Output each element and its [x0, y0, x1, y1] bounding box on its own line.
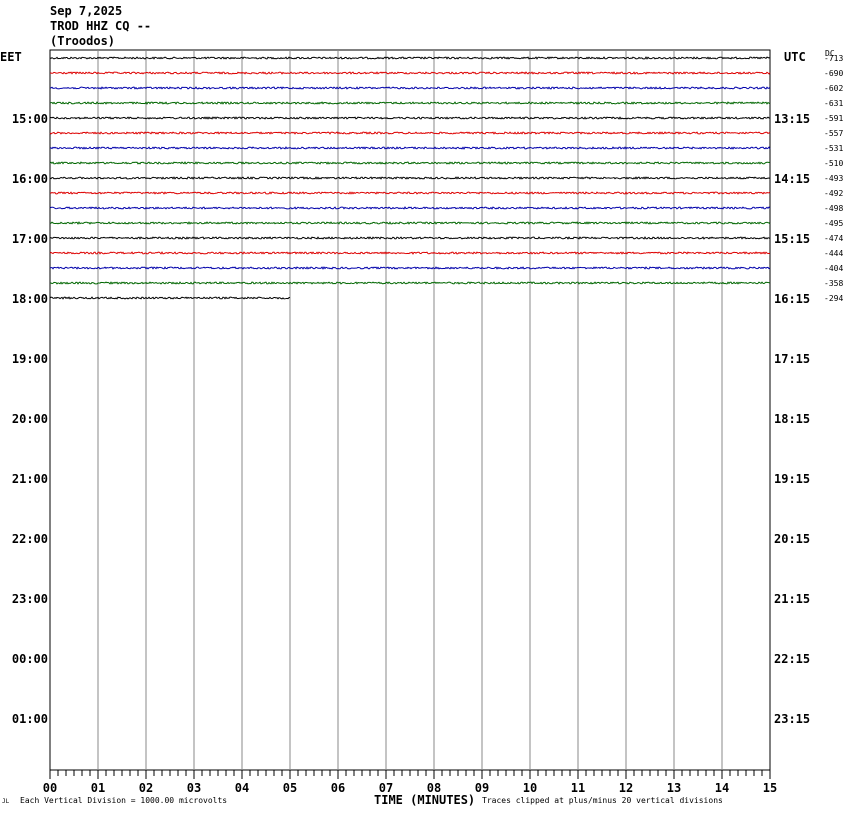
- x-tick-label: 06: [331, 781, 345, 795]
- right-hour-label: 21:15: [774, 592, 810, 606]
- seismic-trace: [49, 101, 771, 105]
- seismic-trace: [49, 251, 771, 255]
- x-tick-label: 13: [667, 781, 681, 795]
- plot-date: Sep 7,2025: [50, 4, 123, 18]
- seismic-trace: [49, 266, 771, 270]
- dc-offset-label: -602: [824, 84, 843, 93]
- left-hour-label: 00:00: [12, 652, 48, 666]
- x-tick-label: 14: [715, 781, 729, 795]
- x-tick-label: 12: [619, 781, 633, 795]
- right-hour-label: 13:15: [774, 112, 810, 126]
- x-tick-label: 15: [763, 781, 777, 795]
- left-hour-label: 21:00: [12, 472, 48, 486]
- seismic-trace: [49, 131, 771, 135]
- seismic-trace: [49, 236, 771, 240]
- x-tick-label: 05: [283, 781, 297, 795]
- x-tick-label: 01: [91, 781, 105, 795]
- left-hour-label: 19:00: [12, 352, 48, 366]
- seismic-trace: [49, 86, 771, 90]
- right-timezone: UTC: [784, 50, 806, 64]
- right-hour-label: 15:15: [774, 232, 810, 246]
- dc-header: DC: [825, 49, 835, 58]
- station-location: (Troodos): [50, 34, 116, 48]
- seismic-trace: [49, 116, 771, 120]
- x-tick-label: 09: [475, 781, 489, 795]
- scale-note: Each Vertical Division = 1000.00 microvo…: [20, 796, 228, 805]
- seismic-trace: [49, 191, 771, 195]
- left-hour-label: 23:00: [12, 592, 48, 606]
- x-tick-label: 03: [187, 781, 201, 795]
- dc-offset-label: -358: [824, 279, 843, 288]
- dc-offset-label: -474: [824, 234, 843, 243]
- right-hour-label: 14:15: [774, 172, 810, 186]
- x-tick-label: 11: [571, 781, 585, 795]
- dc-offset-label: -498: [824, 204, 843, 213]
- dc-offset-label: -495: [824, 219, 843, 228]
- dc-offset-label: -591: [824, 114, 843, 123]
- right-hour-label: 19:15: [774, 472, 810, 486]
- dc-offset-label: -404: [824, 264, 843, 273]
- dc-offset-label: -294: [824, 294, 843, 303]
- seismic-trace: [49, 296, 291, 300]
- dc-offset-label: -510: [824, 159, 843, 168]
- dc-offset-label: -713: [824, 54, 843, 63]
- clip-note: Traces clipped at plus/minus 20 vertical…: [482, 796, 723, 805]
- seismic-trace: [49, 176, 771, 180]
- seismic-trace: [50, 71, 771, 75]
- seismic-trace: [49, 161, 771, 165]
- right-hour-label: 17:15: [774, 352, 810, 366]
- seismic-trace: [49, 221, 771, 225]
- right-hour-label: 22:15: [774, 652, 810, 666]
- dc-offset-label: -531: [824, 144, 843, 153]
- station-code: TROD HHZ CQ --: [50, 19, 152, 33]
- left-hour-label: 15:00: [12, 112, 48, 126]
- x-tick-label: 00: [43, 781, 57, 795]
- x-tick-label: 10: [523, 781, 537, 795]
- x-tick-label: 02: [139, 781, 153, 795]
- x-tick-label: 07: [379, 781, 393, 795]
- seismic-trace: [49, 146, 771, 150]
- right-hour-label: 23:15: [774, 712, 810, 726]
- left-hour-label: 18:00: [12, 292, 48, 306]
- seismic-trace: [49, 56, 771, 60]
- dc-offset-label: -492: [824, 189, 843, 198]
- left-hour-label: 22:00: [12, 532, 48, 546]
- right-hour-label: 18:15: [774, 412, 810, 426]
- left-hour-label: 16:00: [12, 172, 48, 186]
- x-tick-label: 04: [235, 781, 249, 795]
- dc-offset-label: -493: [824, 174, 843, 183]
- x-tick-label: 08: [427, 781, 441, 795]
- right-hour-label: 20:15: [774, 532, 810, 546]
- corner-mark: JL: [2, 798, 10, 805]
- dc-offset-label: -444: [824, 249, 843, 258]
- left-hour-label: 17:00: [12, 232, 48, 246]
- dc-offset-label: -690: [824, 69, 843, 78]
- left-timezone: EET: [0, 50, 22, 64]
- dc-offset-label: -557: [824, 129, 843, 138]
- dc-offset-label: -631: [824, 99, 843, 108]
- right-hour-label: 16:15: [774, 292, 810, 306]
- left-hour-label: 01:00: [12, 712, 48, 726]
- x-axis-title: TIME (MINUTES): [374, 793, 476, 807]
- left-hour-label: 20:00: [12, 412, 48, 426]
- seismic-trace: [49, 281, 771, 285]
- seismic-trace: [49, 206, 771, 210]
- plot-frame: [49, 49, 771, 771]
